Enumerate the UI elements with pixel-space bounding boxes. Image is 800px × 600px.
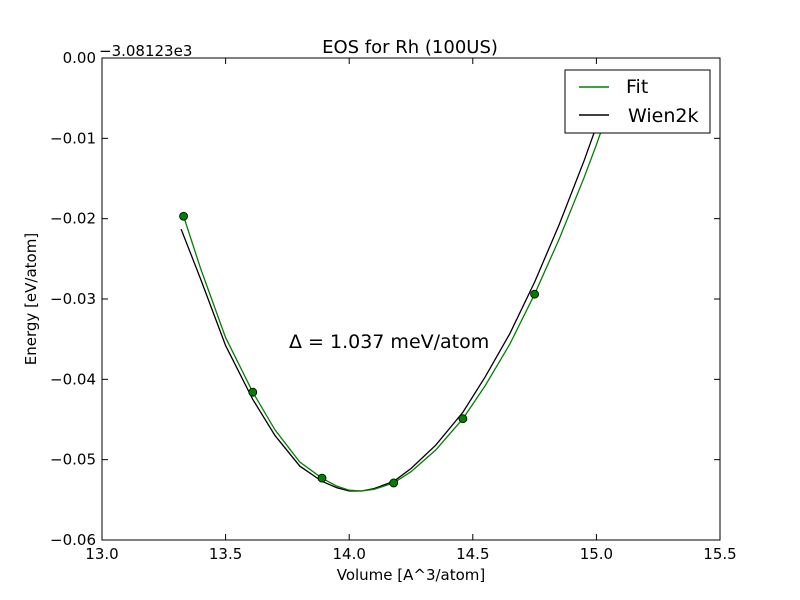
delta-annotation: Δ = 1.037 meV/atom xyxy=(289,331,489,353)
x-tick-label: 13.5 xyxy=(209,545,242,563)
legend-fit-label: Fit xyxy=(626,76,648,98)
legend-box xyxy=(564,69,711,134)
y-tick-label: −0.02 xyxy=(50,210,96,228)
series-line-fit xyxy=(182,109,610,492)
data-point xyxy=(458,414,468,424)
data-point xyxy=(317,473,327,483)
x-tick-label: 15.0 xyxy=(580,545,613,563)
x-tick-label: 15.5 xyxy=(703,545,736,563)
x-tick-label: 14.0 xyxy=(332,545,365,563)
x-axis-title: Volume [A^3/atom] xyxy=(337,566,486,584)
y-tick-label: 0.00 xyxy=(63,49,96,67)
legend: Fit Wien2k xyxy=(564,69,711,134)
data-point xyxy=(389,478,399,488)
x-tick-label: 14.5 xyxy=(456,545,489,563)
y-tick-label: −0.03 xyxy=(50,290,96,308)
y-tick-label: −0.05 xyxy=(50,451,96,469)
data-point xyxy=(248,387,258,397)
data-point xyxy=(530,289,539,299)
y-tick-label: −0.06 xyxy=(50,531,96,549)
y-tick-label: −0.01 xyxy=(50,129,96,147)
plot-area xyxy=(179,89,610,492)
y-tick-label: −0.04 xyxy=(50,370,96,388)
y-axis-title: Energy [eV/atom] xyxy=(22,233,40,365)
data-point xyxy=(179,211,188,221)
series-line-wien2k xyxy=(180,89,610,492)
x-tick-label: 13.0 xyxy=(85,545,118,563)
y-offset-label: −3.08123e3 xyxy=(99,42,192,60)
chart-title: EOS for Rh (100US) xyxy=(322,37,498,58)
legend-wien2k-label: Wien2k xyxy=(628,105,698,127)
